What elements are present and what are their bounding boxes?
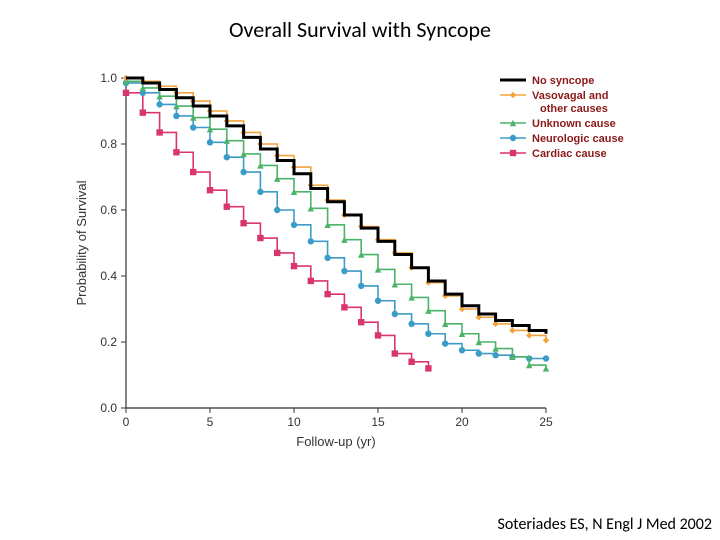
series-4	[126, 93, 428, 369]
svg-text:5: 5	[207, 415, 214, 429]
svg-text:0.8: 0.8	[100, 137, 117, 151]
svg-text:0.0: 0.0	[100, 401, 117, 415]
svg-text:Follow-up (yr): Follow-up (yr)	[296, 434, 375, 449]
svg-text:other causes: other causes	[540, 103, 608, 115]
svg-text:No syncope: No syncope	[532, 75, 594, 87]
svg-text:0.2: 0.2	[100, 335, 117, 349]
svg-text:20: 20	[455, 415, 469, 429]
svg-text:Cardiac cause: Cardiac cause	[532, 148, 607, 160]
chart-svg: 0.0 0.2 0.4 0.6 0.8 1.0 0 5 10 15 20 25 Follow-up (y…	[70, 68, 670, 488]
svg-text:0.4: 0.4	[100, 269, 117, 283]
svg-text:Vasovagal and: Vasovagal and	[532, 90, 608, 102]
citation-text: Soteriades ES, N Engl J Med 2002	[497, 515, 712, 534]
slide-title: Overall Survival with Syncope	[0, 16, 720, 43]
svg-text:0.6: 0.6	[100, 203, 117, 217]
svg-text:25: 25	[539, 415, 553, 429]
citation: Soteriades ES, N Engl J Med 2002	[497, 515, 712, 534]
survival-chart: 0.0 0.2 0.4 0.6 0.8 1.0 0 5 10 15 20 25 Follow-up (y…	[70, 68, 670, 488]
svg-text:0: 0	[123, 415, 130, 429]
series-2	[126, 81, 546, 368]
series-1	[126, 78, 546, 340]
svg-text:15: 15	[371, 415, 385, 429]
svg-text:Unknown cause: Unknown cause	[532, 118, 616, 130]
svg-text:Neurologic cause: Neurologic cause	[532, 133, 624, 145]
slide-title-text: Overall Survival with Syncope	[229, 16, 491, 43]
svg-text:10: 10	[287, 415, 301, 429]
svg-text:1.0: 1.0	[100, 71, 117, 85]
svg-text:Probability of Survival: Probability of Survival	[74, 180, 89, 305]
